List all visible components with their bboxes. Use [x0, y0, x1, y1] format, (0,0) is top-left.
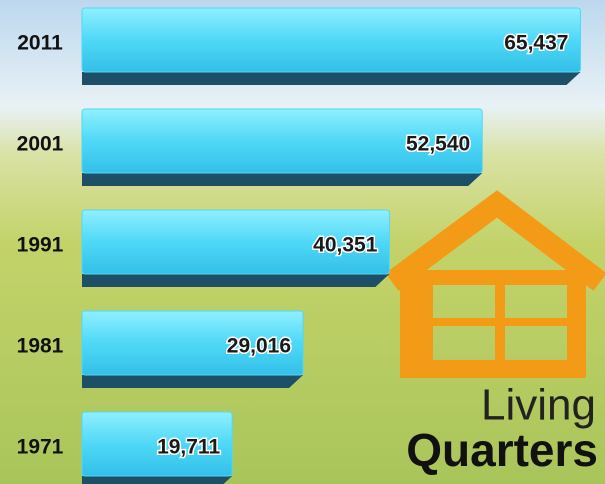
bar-shadow	[82, 375, 303, 388]
bar-shadow	[82, 274, 389, 287]
value-label: 65,437	[504, 32, 568, 55]
value-label: 52,540	[406, 133, 470, 156]
logo-line-1: Living	[481, 381, 596, 430]
bar-shadow	[82, 72, 580, 85]
value-label: 29,016	[227, 335, 291, 358]
bar-shadow	[82, 476, 232, 484]
y-tick-label: 1991	[17, 234, 64, 257]
value-label: 19,711	[157, 436, 220, 459]
chart: Living Quarters 2011 65,437 2001 52,540 1991…	[0, 0, 605, 484]
y-tick-label: 2001	[17, 133, 64, 156]
y-tick-label: 1971	[17, 436, 64, 459]
bar-shadow	[82, 173, 482, 186]
logo-line-2: Quarters	[406, 424, 598, 476]
value-label: 40,351	[313, 234, 378, 257]
y-tick-label: 2011	[17, 32, 63, 55]
y-tick-label: 1981	[17, 335, 64, 358]
